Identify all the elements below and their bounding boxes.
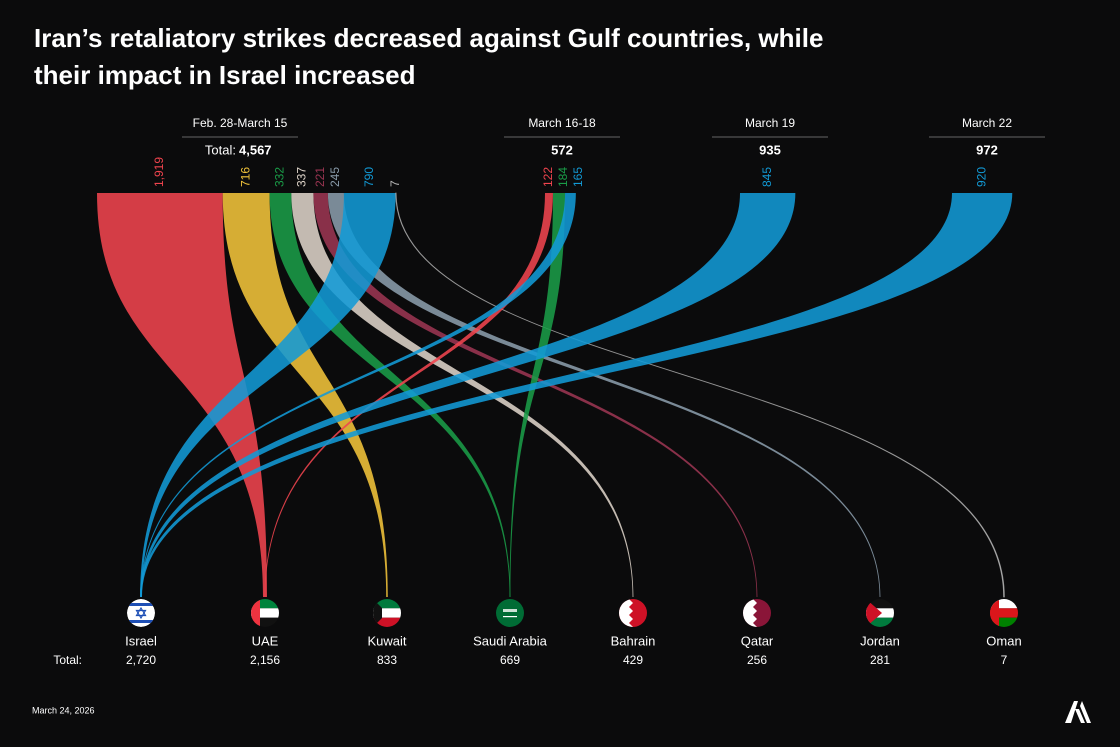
flag-stripe (373, 599, 401, 609)
value-label: 332 (273, 167, 287, 187)
logo (1065, 701, 1091, 723)
period-label: March 19 (745, 116, 795, 130)
total-prefix: Total: (53, 653, 82, 667)
flag (127, 599, 155, 627)
period-label: March 22 (962, 116, 1012, 130)
total-prefix: Total: (205, 142, 236, 157)
period-total: 4,567 (239, 142, 272, 157)
country-total: 256 (747, 653, 767, 667)
flag-stripe (866, 617, 894, 627)
country-total: 669 (500, 653, 520, 667)
flag-bg (496, 599, 524, 627)
flag-stripe (990, 599, 1018, 609)
value-label: 245 (328, 167, 342, 187)
period-total: 972 (976, 142, 998, 157)
flag (990, 599, 1018, 627)
flag-stripe (373, 617, 401, 627)
country-total: 2,720 (126, 653, 156, 667)
flag-stripe (619, 599, 633, 627)
period-total: 572 (551, 142, 573, 157)
country-total: 833 (377, 653, 397, 667)
country-name: Jordan (860, 633, 900, 648)
flag-detail (503, 616, 517, 618)
value-label: 920 (974, 167, 988, 187)
chart-title: Iran’s retaliatory strikes decreased aga… (34, 23, 824, 90)
flag-detail (503, 609, 517, 612)
country-name: Oman (986, 633, 1021, 648)
period-label: Feb. 28-March 15 (193, 116, 288, 130)
flow (222, 193, 388, 597)
flag-stripe (373, 608, 401, 618)
flow (140, 193, 396, 597)
value-label: 7 (388, 180, 402, 187)
date: March 24, 2026 (32, 705, 95, 715)
value-label: 165 (571, 167, 585, 187)
flag-stripe (990, 599, 999, 627)
value-label: 184 (556, 167, 570, 187)
flag-stripe (127, 620, 155, 623)
flag-stripe (373, 599, 382, 627)
flag (496, 599, 524, 627)
flag (373, 599, 401, 627)
country-total: 281 (870, 653, 890, 667)
flag-stripe (127, 603, 155, 606)
flag-stripe (251, 599, 260, 627)
flag-stripe (251, 617, 279, 627)
country-name: Qatar (741, 633, 774, 648)
country-total: 2,156 (250, 653, 280, 667)
flows (97, 192, 1013, 598)
period-total: 935 (759, 142, 781, 157)
flag-stripe (866, 599, 894, 609)
value-label: 845 (760, 167, 774, 187)
flag (866, 599, 894, 627)
flag-stripe (251, 599, 279, 609)
flag-stripe (251, 608, 279, 618)
flag (619, 599, 647, 627)
value-label: 790 (362, 167, 376, 187)
country-name: UAE (252, 633, 279, 648)
flag-stripe (743, 599, 757, 627)
flow (97, 193, 267, 597)
flag-stripe (990, 617, 1018, 627)
flow (395, 192, 1005, 598)
value-label: 337 (295, 167, 309, 187)
value-label: 221 (313, 167, 327, 187)
value-label: 1,919 (152, 157, 166, 187)
value-label: 716 (238, 167, 252, 187)
value-label: 122 (541, 167, 555, 187)
country-name: Kuwait (367, 633, 406, 648)
period-label: March 16-18 (528, 116, 596, 130)
flow (269, 193, 511, 597)
flag (251, 599, 279, 627)
country-name: Bahrain (611, 633, 656, 648)
flag-star (135, 606, 147, 620)
flow (509, 193, 566, 597)
country-name: Israel (125, 633, 157, 648)
flag (743, 599, 771, 627)
country-name: Saudi Arabia (473, 633, 547, 648)
flag-stripe (990, 608, 1018, 618)
flag-stripe (866, 599, 882, 627)
country-total: 429 (623, 653, 643, 667)
country-total: 7 (1001, 653, 1008, 667)
